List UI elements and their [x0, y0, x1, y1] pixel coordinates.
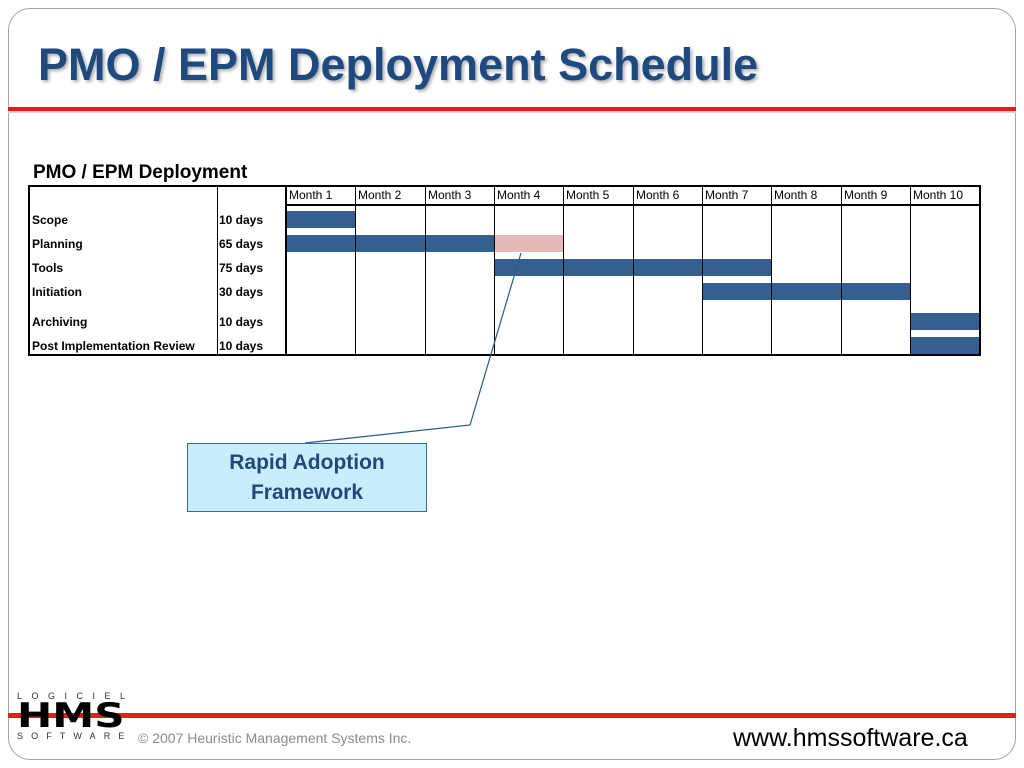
- title-divider: [8, 107, 1016, 111]
- gantt-bar-archiving: [910, 313, 980, 330]
- task-duration-label: 10 days: [219, 315, 263, 329]
- task-name-label: Planning: [32, 237, 83, 251]
- gantt-bar-planning-segment-2: [494, 235, 563, 252]
- gantt-bar-initiation: [702, 283, 910, 300]
- gantt-title: PMO / EPM Deployment: [33, 162, 248, 183]
- month-header-label: Month 3: [428, 188, 472, 202]
- callout-box: Rapid Adoption Framework: [187, 443, 427, 512]
- copyright-text: © 2007 Heuristic Management Systems Inc.: [138, 730, 412, 746]
- callout-text: Rapid Adoption Framework: [229, 450, 385, 504]
- month-header-label: Month 8: [774, 188, 818, 202]
- month-header-label: Month 7: [705, 188, 749, 202]
- task-duration-label: 75 days: [219, 261, 263, 275]
- slide-frame: [8, 8, 1016, 760]
- task-duration-label: 10 days: [219, 213, 263, 227]
- task-name-label: Post Implementation Review: [32, 339, 195, 353]
- month-header-label: Month 4: [497, 188, 541, 202]
- month-header-label: Month 1: [289, 188, 333, 202]
- month-header-label: Month 10: [913, 188, 963, 202]
- task-duration-label: 30 days: [219, 285, 263, 299]
- task-name-label: Tools: [32, 261, 63, 275]
- task-name-label: Initiation: [32, 285, 82, 299]
- gantt-bar-planning: [286, 235, 494, 252]
- month-header-label: Month 5: [566, 188, 610, 202]
- title-divider-shadow: [8, 111, 1016, 113]
- logo-wordmark: HMS: [17, 696, 125, 736]
- task-name-label: Scope: [32, 213, 68, 227]
- gantt-labels: PMO / EPM Deployment Month 1 Month 2 Month …: [32, 162, 963, 353]
- gantt-bar-scope: [286, 211, 355, 228]
- gantt-bar-tools: [494, 259, 771, 276]
- month-header-label: Month 2: [358, 188, 402, 202]
- footer-divider: [8, 713, 1016, 718]
- task-duration-label: 65 days: [219, 237, 263, 251]
- task-duration-label: 10 days: [219, 339, 263, 353]
- gantt-chart: PMO / EPM Deployment Month 1 Month 2 Month …: [28, 162, 981, 356]
- logo-top-text: LOGICIEL: [17, 691, 135, 701]
- month-header-label: Month 6: [636, 188, 680, 202]
- page-title: PMO / EPM Deployment Schedule: [38, 39, 759, 90]
- month-header-label: Month 9: [844, 188, 888, 202]
- hms-logo: LOGICIEL HMS SOFTWARE: [17, 690, 127, 742]
- gantt-bar-post-implementation-review: [910, 337, 980, 354]
- website-url: www.hmssoftware.ca: [733, 724, 968, 752]
- gantt-grid: [28, 185, 981, 356]
- logo-bottom-text: SOFTWARE: [17, 731, 133, 741]
- task-name-label: Archiving: [32, 315, 87, 329]
